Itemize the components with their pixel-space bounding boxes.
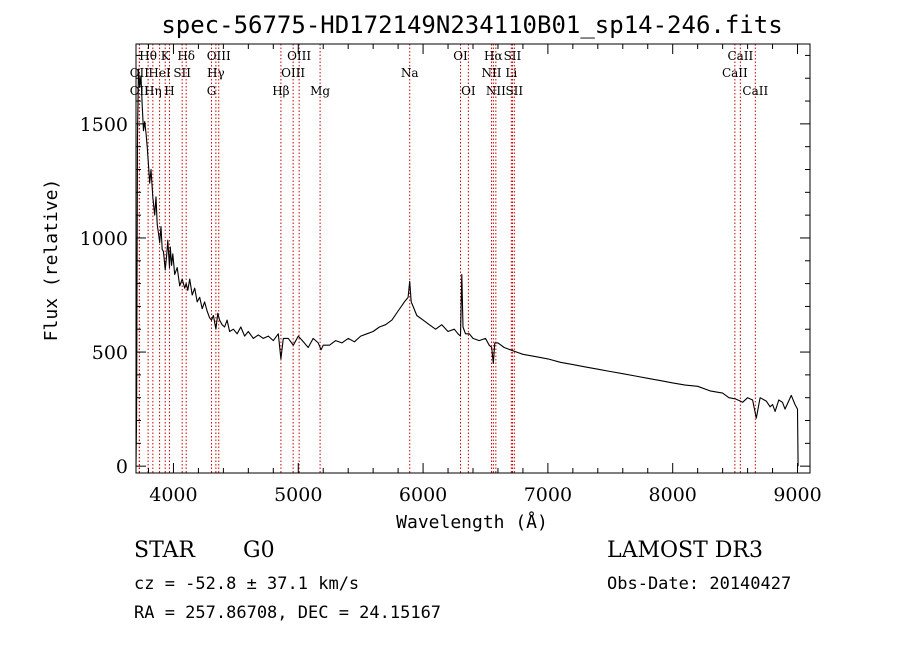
spectral-line-label: Mg [310,84,330,98]
object-subclass: G0 [243,538,275,563]
spectral-line-label: CaII [727,49,753,63]
spectral-line-label: SII [504,49,522,63]
chart-title: spec-56775-HD172149N234110B01_sp14-246.f… [161,11,782,39]
x-tick-label: 9000 [773,484,821,506]
spectral-line-label: NII [486,84,506,98]
x-tick-label: 4000 [149,484,197,506]
spectral-line-label: K [161,49,171,63]
spectral-line-label: SII [173,66,191,80]
object-class: STAR [134,538,195,563]
x-tick-label: 5000 [274,484,322,506]
plot-frame [135,43,811,474]
x-tick-label: 8000 [649,484,697,506]
x-axis-ticks: 4000 5000 6000 7000 8000 9000 [147,44,822,506]
spectral-line-label: OI [453,49,468,63]
spectral-line-label: Hθ [139,49,157,63]
survey-name: LAMOST DR3 [607,538,763,563]
spectral-line-label: CaII [742,84,768,98]
y-axis-label: Flux (relative) [41,179,62,342]
spectral-line-label: Li [505,66,517,80]
spectral-line-label: Hδ [177,49,195,63]
x-tick-label: 6000 [399,484,447,506]
y-tick-label: 500 [92,342,128,364]
y-tick-label: 1000 [80,228,128,250]
spectral-line-label: Hη [144,84,162,98]
series-layer [135,68,799,467]
spectral-line-markers [138,44,756,473]
spectral-line-label: G [207,84,217,98]
y-axis-ticks: 0 500 1000 1500 [80,54,810,478]
spectral-line-label: CaII [722,66,748,80]
spectral-line-label: Na [401,66,419,80]
spectral-line-label: H [164,84,174,98]
spectral-line-label: OI [461,84,476,98]
y-tick-label: 0 [116,456,128,478]
y-tick-label: 1500 [80,114,128,136]
spectral-line-label: NII [481,66,501,80]
spectral-line-label: Hγ [207,66,225,80]
spectral-line-label: OIII [287,49,311,63]
coordinates-text: RA = 257.86708, DEC = 24.15167 [134,603,442,623]
spectral-line-label: Hβ [272,84,289,98]
spectral-line-labels: OII OII Hθ Hη HeI K H SII Hδ G Hγ OIII Hβ OIII OIII Mg N… [130,49,769,98]
series-line-flux [135,68,799,467]
spectral-line-label: OIII [207,49,231,63]
spectral-line-label: OII [130,66,150,80]
x-tick-label: 7000 [524,484,572,506]
spectral-line-label: OII [130,84,150,98]
redshift-text: cz = -52.8 ± 37.1 km/s [134,574,360,594]
spectral-line-label: SII [505,84,523,98]
x-axis-label: Wavelength (Å) [396,511,548,533]
spectral-line-label: OIII [281,66,305,80]
spectral-line-label: Hα [484,49,503,63]
obs-date: Obs-Date: 20140427 [607,574,792,594]
spectral-line-label: HeI [148,66,171,80]
